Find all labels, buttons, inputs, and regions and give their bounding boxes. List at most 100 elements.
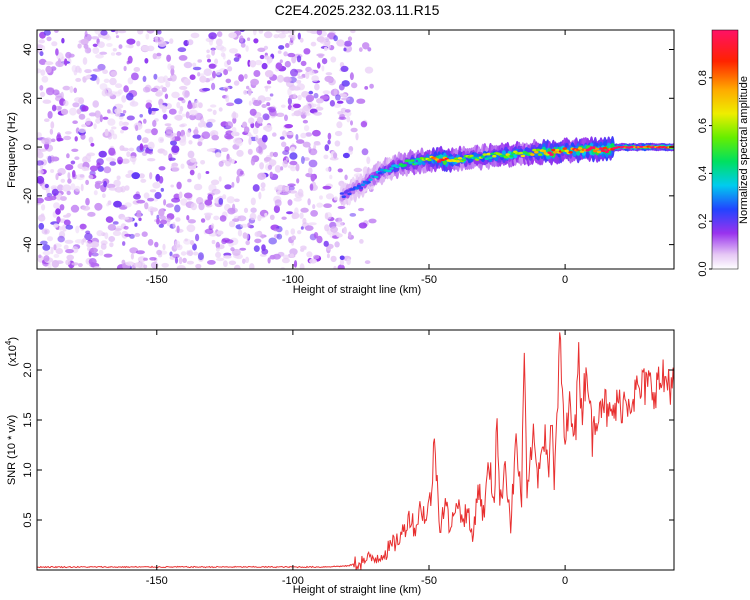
noise-cell <box>47 155 52 164</box>
noise-cell <box>44 61 54 66</box>
x-tick-label: -150 <box>146 575 168 587</box>
noise-cell <box>150 207 158 212</box>
noise-cell <box>180 163 185 169</box>
noise-cell <box>156 249 163 256</box>
noise-cell <box>311 75 319 82</box>
noise-cell <box>281 141 287 148</box>
noise-cell <box>170 184 174 188</box>
noise-cell <box>258 191 262 200</box>
signal-cell <box>503 155 508 159</box>
noise-cell <box>315 106 324 111</box>
noise-cell <box>174 204 181 213</box>
signal-cell <box>593 149 598 153</box>
noise-cell <box>109 161 117 166</box>
noise-cell <box>73 87 77 94</box>
noise-cell <box>75 77 82 82</box>
noise-cell <box>115 30 119 35</box>
noise-cell <box>277 50 282 54</box>
heatmap-panel: -150 -100 -50 0 -40 -20 0 20 40 Height of strai… <box>6 29 675 296</box>
noise-cell <box>324 39 331 46</box>
noise-cell <box>287 30 296 34</box>
noise-cell <box>96 76 100 85</box>
noise-cell <box>297 75 304 79</box>
noise-cell <box>245 256 250 263</box>
noise-cell <box>267 80 272 85</box>
noise-cell <box>321 65 325 72</box>
noise-cell <box>88 174 94 180</box>
noise-cell <box>51 260 60 268</box>
heatmap-y-ticks: -40 -20 0 20 40 <box>22 43 674 253</box>
noise-cell <box>119 145 125 151</box>
noise-cell <box>212 109 217 116</box>
noise-cell <box>368 218 377 224</box>
noise-cell <box>225 78 232 84</box>
noise-cell <box>65 249 74 254</box>
noise-cell <box>42 250 52 256</box>
noise-cell <box>200 218 206 223</box>
signal-cell <box>536 148 541 152</box>
y-tick-label: 40 <box>22 43 34 55</box>
signal-cell <box>490 152 495 156</box>
noise-cell <box>176 181 182 190</box>
noise-cell <box>57 184 64 191</box>
noise-cell <box>223 69 229 76</box>
noise-cell <box>74 136 78 142</box>
noise-cell <box>140 178 147 183</box>
noise-cell <box>50 138 56 143</box>
noise-cell <box>223 260 228 268</box>
noise-cell <box>280 104 286 108</box>
noise-cell <box>149 172 153 180</box>
signal-cell <box>455 160 461 163</box>
signal-cell <box>345 189 350 192</box>
noise-cell <box>264 96 272 102</box>
noise-cell <box>270 112 278 117</box>
noise-cell <box>138 217 142 222</box>
noise-cell <box>47 262 52 269</box>
noise-cell <box>190 202 197 211</box>
noise-cell <box>206 121 213 128</box>
noise-cell <box>95 180 103 185</box>
signal-cell <box>560 149 566 152</box>
noise-cell <box>287 97 292 106</box>
noise-cell <box>257 172 267 180</box>
noise-cell <box>276 233 283 240</box>
noise-cell <box>326 253 330 259</box>
noise-cell <box>333 103 341 108</box>
noise-cell <box>55 248 63 255</box>
noise-cell <box>287 183 296 187</box>
noise-cell <box>284 60 291 68</box>
noise-cell <box>84 167 90 171</box>
noise-cell <box>41 75 49 83</box>
signal-cell <box>368 178 373 181</box>
noise-cell <box>91 36 99 40</box>
colorbar-gradient <box>711 29 739 270</box>
noise-cell <box>249 263 255 269</box>
noise-cell <box>285 43 290 48</box>
noise-cell <box>37 151 44 159</box>
noise-cell <box>197 72 201 77</box>
signal-cell <box>595 147 600 151</box>
noise-cell <box>287 52 296 58</box>
noise-cell <box>237 215 247 222</box>
noise-cell <box>74 156 80 160</box>
noise-cell <box>61 224 67 232</box>
noise-cell <box>65 164 74 171</box>
signal-cell <box>435 158 440 161</box>
noise-cell <box>310 210 318 217</box>
noise-cell <box>265 85 269 92</box>
noise-cell <box>97 41 105 48</box>
signal-cell <box>469 154 474 158</box>
noise-cell <box>54 30 59 33</box>
x-tick-label: -100 <box>282 575 304 587</box>
noise-cell <box>128 147 135 152</box>
noise-cell <box>276 112 285 118</box>
noise-cell <box>152 182 161 189</box>
noise-cell <box>239 247 247 251</box>
noise-cell <box>83 43 89 49</box>
noise-cell <box>43 30 51 36</box>
noise-cell <box>279 59 283 63</box>
signal-cell <box>427 158 432 162</box>
noise-cell <box>126 151 131 158</box>
noise-cell <box>37 68 42 74</box>
noise-cell <box>290 107 294 112</box>
